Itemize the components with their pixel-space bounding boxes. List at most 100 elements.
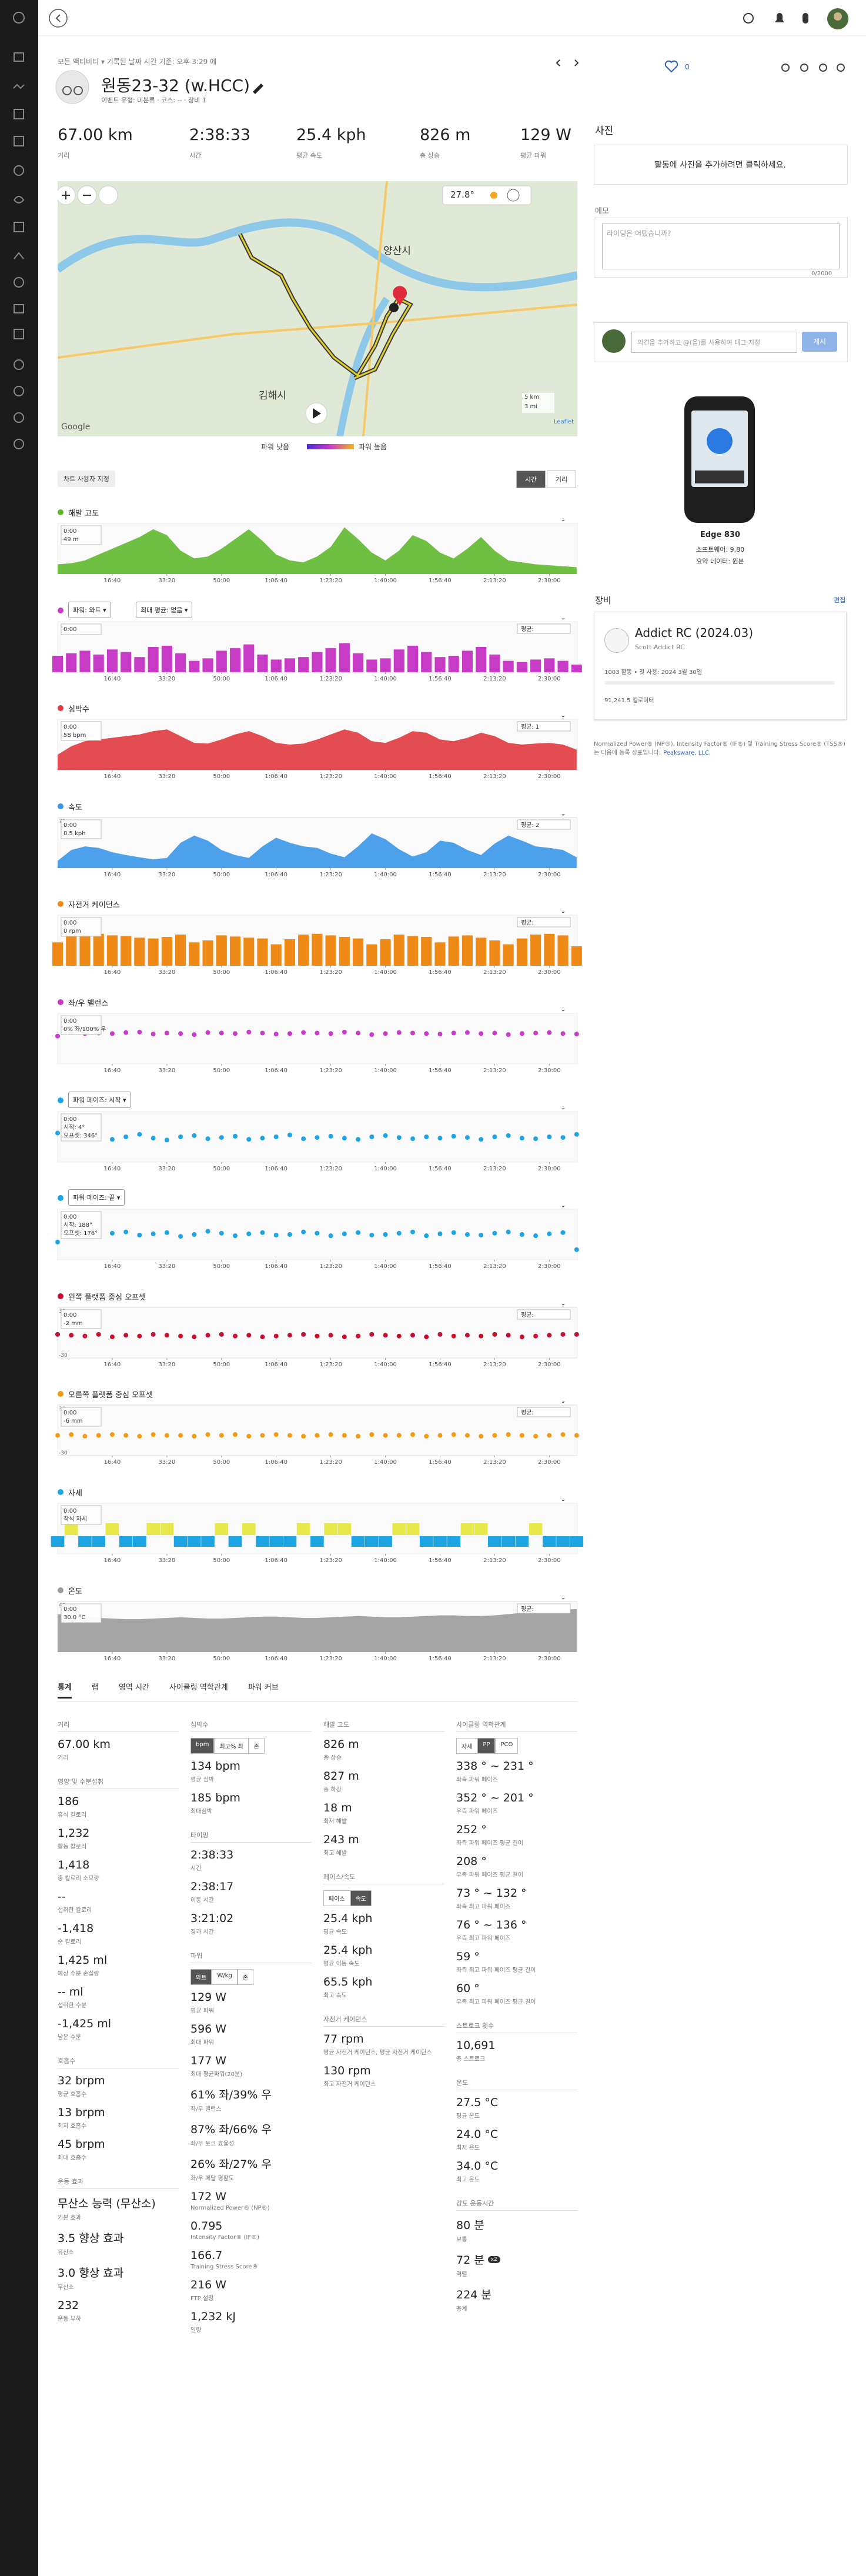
nav-icon[interactable] <box>13 12 25 24</box>
stat-label: 좌측 파워 페이즈 평균 길이 <box>456 1840 523 1847</box>
dot <box>109 1334 115 1339</box>
stat-value: -1,425 ml <box>58 2017 112 2030</box>
breadcrumb[interactable]: 모든 액티비티 ▾ 기록된 날짜 시간 기준: 오후 3:29 에 <box>58 58 217 66</box>
axis-toggle[interactable]: 시간 <box>516 471 546 488</box>
stat-value: 73 ° ~ 132 ° <box>456 1887 527 1900</box>
posture-segment <box>460 1523 474 1535</box>
map-control[interactable] <box>98 185 118 205</box>
stat-item: 224 분 총계 <box>456 2286 577 2313</box>
stat-label: 최고 자전거 케이던스 <box>323 2081 376 2088</box>
prev[interactable] <box>556 59 560 66</box>
hover-text: 0:00 <box>63 1116 76 1123</box>
stat-label: 평균 속도 <box>323 1929 347 1936</box>
nav-icon[interactable] <box>14 52 24 62</box>
nav-icon[interactable] <box>14 412 24 423</box>
expand-icon[interactable] <box>563 716 568 718</box>
expand-icon[interactable] <box>563 1500 568 1501</box>
stats-tab[interactable]: 랩 <box>91 1683 99 1692</box>
bar <box>121 936 132 966</box>
stats-tab[interactable]: 사이클링 역학관계 <box>169 1683 228 1692</box>
gear-name[interactable]: Addict RC (2024.03) <box>635 626 754 640</box>
expand-icon[interactable] <box>563 813 568 816</box>
dot <box>55 1033 60 1039</box>
nav-icon[interactable] <box>14 136 24 146</box>
stats-tab[interactable]: 파워 커브 <box>248 1683 279 1692</box>
stat-value: 3:21:02 <box>190 1912 234 1925</box>
expand-icon[interactable] <box>563 1303 568 1306</box>
toggle-option[interactable]: PCO <box>495 1738 519 1754</box>
x-tick-label: 1:56:40 <box>429 1263 452 1270</box>
expand-icon[interactable] <box>563 1597 568 1599</box>
notifications[interactable] <box>775 13 784 22</box>
action-icon[interactable] <box>819 64 827 72</box>
chart-dropdown[interactable]: 파워: 와트 ▾ <box>68 601 111 618</box>
toggle-option[interactable]: bpm <box>190 1738 215 1754</box>
toggle-option[interactable]: 페이스 <box>323 1890 350 1906</box>
comment-input[interactable] <box>631 332 797 353</box>
nav-icon[interactable] <box>14 359 24 370</box>
bar <box>462 650 473 672</box>
device-icon[interactable] <box>803 13 808 24</box>
nav-icon[interactable] <box>14 252 24 259</box>
next[interactable] <box>574 59 579 66</box>
action-icon[interactable] <box>837 64 845 72</box>
toggle-group: 자세 PP PCO <box>456 1738 577 1754</box>
back-button[interactable] <box>49 9 68 28</box>
expand-icon[interactable] <box>563 1107 568 1109</box>
expand-icon[interactable] <box>563 520 568 522</box>
nav-icon[interactable] <box>14 109 24 119</box>
expand-icon <box>561 1303 564 1306</box>
nav-icon[interactable] <box>14 439 24 449</box>
stat-row: 87% 좌/66% 우 <box>190 2121 312 2137</box>
nav-icon[interactable] <box>14 277 24 288</box>
action-icon[interactable] <box>800 64 808 72</box>
expand-icon[interactable] <box>563 912 568 913</box>
expand-icon[interactable] <box>563 1402 568 1403</box>
nav-icon[interactable] <box>14 222 24 232</box>
nav-icon[interactable] <box>14 165 24 176</box>
x-tick-label: 1:23:20 <box>319 1263 342 1270</box>
nav-icon[interactable] <box>14 329 24 339</box>
bar <box>325 935 336 966</box>
comment-button[interactable]: 게시 <box>802 332 837 352</box>
stat-item: 65.5 kph 최고 속도 <box>323 1976 444 1999</box>
axis-toggle[interactable]: 거리 <box>547 471 576 488</box>
toggle-option[interactable]: PP <box>477 1738 496 1754</box>
toggle-option[interactable]: 존 <box>248 1738 265 1754</box>
dot <box>547 1433 552 1438</box>
edit-title[interactable] <box>253 84 263 94</box>
avatar[interactable] <box>826 7 850 31</box>
gear-edit[interactable]: 편집 <box>834 596 846 604</box>
photo-box[interactable] <box>594 145 848 185</box>
notes-input[interactable] <box>602 223 840 269</box>
toggle-option[interactable]: 최고% 최 <box>214 1738 249 1754</box>
chart-plot: 16:40 33:20 50:00 1:06:40 1:23:20 1:40:00 1:56… <box>55 1206 579 1270</box>
nav-icon[interactable] <box>14 386 24 396</box>
footnote-link[interactable]: Peaksware, LLC. <box>663 750 711 756</box>
comment-frame <box>594 322 848 362</box>
nav-icon[interactable] <box>13 84 25 89</box>
expand-icon[interactable] <box>563 1206 568 1207</box>
chart-dropdown[interactable]: 파워 페이즈: 시작 ▾ <box>68 1091 131 1108</box>
toggle-option[interactable]: W/kg <box>212 1969 238 1985</box>
toggle-option[interactable]: 존 <box>237 1969 254 1985</box>
expand-icon[interactable] <box>563 618 568 619</box>
toggle-option[interactable]: 자세 <box>456 1738 478 1754</box>
expand-icon[interactable] <box>563 1010 568 1012</box>
area <box>58 833 577 868</box>
stats-tab[interactable]: 영역 시간 <box>118 1683 149 1692</box>
customize-charts[interactable]: 차트 사용자 지정 <box>58 471 115 487</box>
header-icon[interactable] <box>743 13 754 24</box>
toggle-option[interactable]: 와트 <box>190 1969 212 1985</box>
stat-item: 45 brpm 최대 호흡수 <box>58 2138 179 2161</box>
dot <box>533 1030 539 1036</box>
like-icon[interactable] <box>664 60 678 73</box>
nav-icon[interactable] <box>14 196 25 203</box>
x-tick-label: 33:20 <box>158 1067 175 1074</box>
action-icon[interactable] <box>781 64 790 72</box>
chart-dropdown[interactable]: 최대 평균: 없음 ▾ <box>136 601 193 618</box>
toggle-option[interactable]: 속도 <box>350 1890 372 1906</box>
nav-icon[interactable] <box>14 304 24 313</box>
stats-tab[interactable]: 통계 <box>58 1681 72 1699</box>
chart-dropdown[interactable]: 파워 페이즈: 끝 ▾ <box>68 1189 125 1206</box>
